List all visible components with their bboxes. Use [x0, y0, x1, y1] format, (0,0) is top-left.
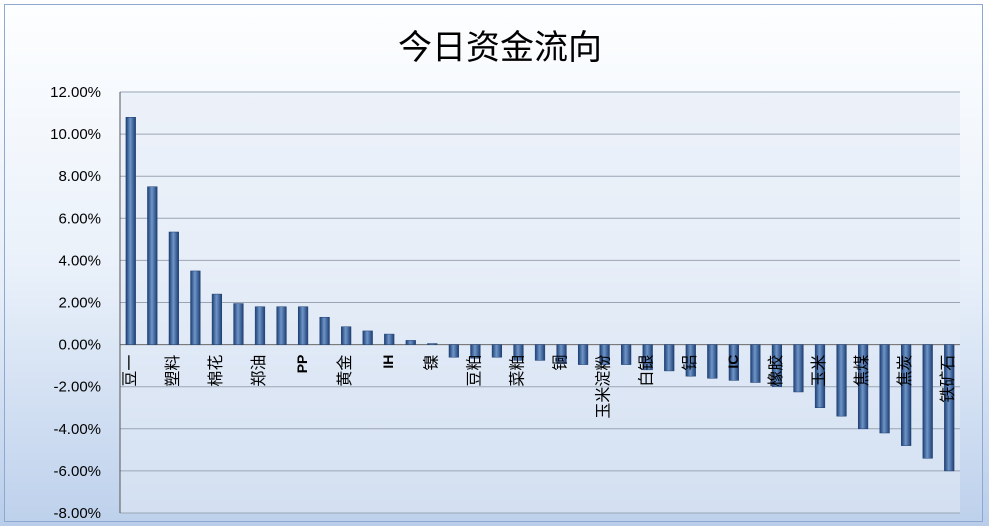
bar [362, 330, 373, 345]
bar [341, 326, 352, 345]
y-tick-label: -8.00% [53, 505, 101, 522]
bar [664, 344, 675, 372]
bar [556, 344, 567, 364]
x-tick-label: 焦炭 [895, 355, 914, 387]
y-tick-label: 10.00% [50, 126, 101, 143]
x-tick-label: 菜粕 [507, 355, 526, 387]
bar [470, 344, 481, 359]
bar [577, 344, 589, 365]
bar [944, 344, 955, 472]
x-tick-label: 塑料 [163, 355, 182, 387]
bar [491, 344, 503, 358]
bar [125, 117, 136, 345]
y-tick-label: -4.00% [53, 421, 101, 438]
bar [405, 340, 416, 345]
bar [901, 344, 912, 446]
y-tick-label: 2.00% [58, 295, 101, 312]
bar [599, 344, 610, 365]
y-tick-label: -6.00% [53, 463, 101, 480]
bar [707, 344, 718, 379]
y-tick-label: 8.00% [58, 168, 101, 185]
bar [534, 344, 546, 361]
x-tick-label: 焦煤 [852, 355, 871, 387]
chart: 今日资金流向 12.00% 10.00% 8.00% 6.00% 4.00% 2.00% 0… [50, 28, 960, 522]
bar [879, 344, 890, 434]
bars [125, 117, 955, 472]
y-tick-label: 4.00% [58, 252, 101, 269]
bar [513, 344, 524, 361]
x-tick-label: 郑油 [249, 355, 268, 387]
bar [448, 344, 459, 358]
bar [922, 344, 933, 459]
x-tick-label: IH [380, 355, 396, 369]
bar [621, 344, 632, 365]
x-tick-label: 棉花 [206, 355, 225, 387]
bar [771, 344, 783, 387]
x-tick-label: 铜 [551, 355, 570, 371]
bar [728, 344, 739, 381]
x-tick-label: PP [294, 355, 310, 374]
bar [190, 270, 201, 345]
bar [233, 303, 244, 345]
x-tick-label: 铁矿石 [938, 355, 957, 403]
bar [750, 344, 761, 383]
bar [276, 306, 287, 345]
x-tick-label: 橡胶 [766, 355, 785, 387]
bar [168, 231, 179, 345]
bar [319, 316, 330, 345]
y-tick-label: -2.00% [53, 379, 101, 396]
bar [384, 333, 395, 345]
bar [814, 344, 826, 409]
bar [297, 306, 309, 345]
bar [254, 306, 266, 345]
bar [836, 344, 847, 417]
x-tick-label: 豆粕 [464, 355, 483, 387]
bar [857, 344, 869, 430]
bar [427, 343, 438, 345]
x-tick-label: IC [725, 355, 741, 369]
chart-title: 今日资金流向 [398, 28, 602, 68]
x-tick-label: 白银 [637, 355, 656, 387]
bar [793, 344, 804, 393]
bar [211, 293, 223, 345]
y-tick-label: 12.00% [50, 84, 101, 101]
y-axis: 12.00% 10.00% 8.00% 6.00% 4.00% 2.00% 0.00% -2.… [50, 84, 101, 522]
chart-frame: 今日资金流向 12.00% 10.00% 8.00% 6.00% 4.00% 2.00% 0… [4, 4, 983, 522]
x-axis-labels: 豆一 塑料 棉花 郑油 PP 黄金 IH 镍 豆粕 菜粕 铜 玉米淀粉 白银 铝 IC 橡胶 玉米 焦煤 焦炭 铁矿石 [120, 355, 957, 419]
x-tick-label: 镍 [421, 355, 440, 371]
bar [685, 344, 696, 377]
y-tick-label: 0.00% [58, 337, 101, 354]
x-tick-label: 黄金 [335, 355, 354, 387]
x-tick-label: 铝 [680, 355, 699, 371]
x-tick-label: 玉米 [809, 355, 828, 387]
x-tick-label: 玉米淀粉 [594, 355, 613, 419]
y-tick-label: 6.00% [58, 210, 101, 227]
bar [147, 186, 158, 345]
grid-lines [120, 91, 960, 514]
bar [642, 344, 653, 371]
x-tick-label: 豆一 [120, 355, 139, 387]
